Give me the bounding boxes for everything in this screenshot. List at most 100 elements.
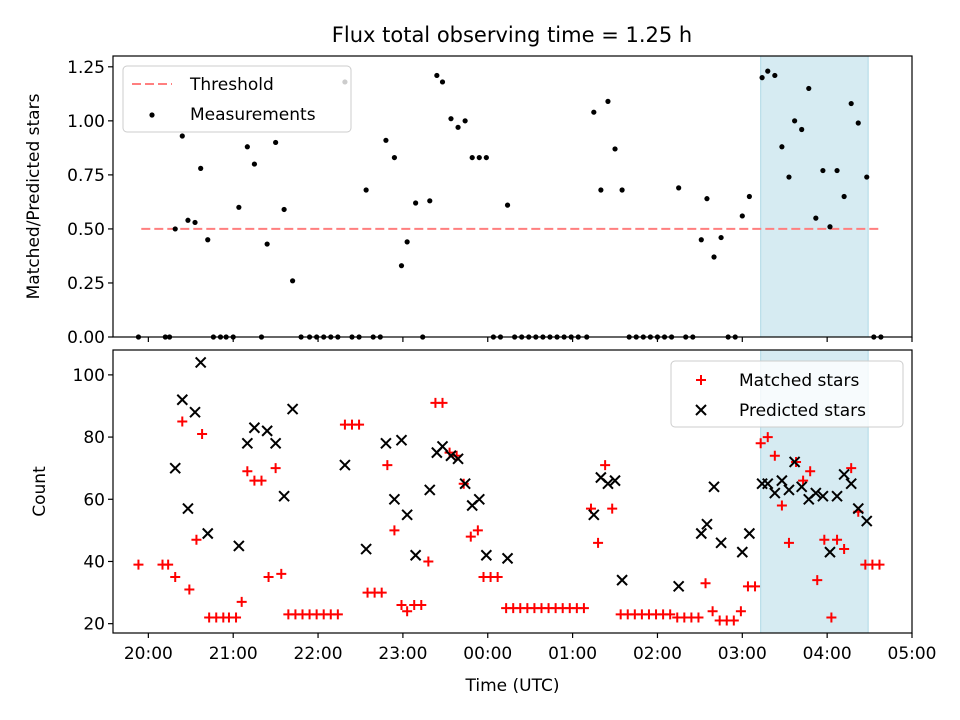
figure-title: Flux total observing time = 1.25 h [332, 23, 692, 47]
measurement-point [198, 165, 204, 171]
measurement-point [434, 72, 440, 79]
predicted-star-point [715, 537, 727, 549]
predicted-star-point [824, 546, 836, 558]
measurement-point [404, 239, 410, 245]
matched-star-point [263, 572, 274, 583]
matched-star-point [236, 596, 247, 607]
measurement-point [251, 161, 258, 167]
measurement-point [746, 193, 752, 200]
x-tick-label: 05:00 [888, 644, 937, 664]
measurement-point [398, 263, 405, 269]
x-tick-label: 21:00 [209, 644, 258, 664]
matched-star-point [197, 428, 208, 439]
legend-matched-swatch [696, 375, 706, 385]
matched-star-point [437, 397, 448, 408]
predicted-star-point [360, 543, 372, 555]
top-legend: Threshold Measurements [122, 65, 352, 133]
measurement-point [179, 133, 185, 139]
predicted-star-point [852, 502, 864, 515]
matched-star-point [465, 531, 476, 542]
predicted-star-point [708, 481, 720, 493]
matched-star-point [382, 460, 393, 471]
measurement-point [612, 146, 618, 152]
x-tick-label: 03:00 [718, 644, 767, 664]
measurement-point [864, 174, 870, 180]
bottom-y-axis-label: Count [30, 466, 50, 517]
measurement-point [448, 116, 454, 122]
matched-star-point [812, 575, 823, 586]
matched-star-point [839, 544, 850, 555]
measurement-point [739, 213, 745, 219]
matched-star-point [805, 466, 816, 477]
predicted-star-point [269, 437, 282, 450]
predicted-star-point [776, 474, 788, 487]
predicted-star-point [588, 509, 600, 521]
predicted-star-point [480, 549, 493, 561]
matched-star-point [389, 525, 400, 536]
measurement-point [413, 200, 419, 206]
measurement-point [704, 196, 710, 202]
matched-star-point [750, 581, 761, 592]
measurement-point [698, 237, 704, 243]
measurement-point [827, 224, 833, 230]
measurement-point [476, 154, 482, 161]
predicted-star-point [436, 440, 449, 453]
top-y-axis-ticks: 0.00 0.25 0.50 0.75 1.00 1.25 [67, 58, 113, 348]
measurement-point [772, 72, 778, 79]
predicted-star-point [743, 527, 756, 540]
predicted-star-point [817, 490, 829, 502]
measurement-point [848, 100, 854, 107]
matched-star-point [177, 416, 188, 427]
matched-star-point [693, 612, 704, 623]
measurement-point [264, 241, 270, 247]
predicted-star-point [762, 478, 774, 490]
matched-star-point [798, 475, 809, 486]
matched-star-point [402, 606, 413, 617]
bottom-y-axis-ticks: 20 40 60 80 100 [73, 366, 113, 635]
predicted-star-point [783, 484, 795, 496]
measurement-point [462, 118, 468, 124]
bottom-x-axis-label: Time (UTC) [465, 676, 560, 696]
measurement-point [205, 237, 211, 243]
measurement-point [483, 154, 489, 161]
matched-star-point [665, 609, 676, 620]
x-tick-label: 22:00 [294, 644, 343, 664]
matched-star-point [472, 525, 483, 536]
predicted-star-point [388, 493, 401, 505]
predicted-star-point [445, 450, 457, 462]
matched-stars-series [133, 397, 885, 626]
top-plot-frame [112, 55, 913, 338]
bottom-panel: 20 40 60 80 100 20:00 21:00 22:00 23:00 00:00 01:… [30, 349, 937, 696]
legend-matched-label: Matched stars [739, 371, 859, 391]
legend-predicted-label: Predicted stars [739, 401, 866, 421]
matched-star-point [776, 500, 787, 511]
matched-star-point [874, 559, 885, 570]
matched-star-point [700, 578, 711, 589]
matched-star-point [826, 612, 837, 623]
y-tick-label: 20 [83, 615, 105, 635]
predicted-star-point [845, 478, 857, 490]
predicted-star-point [176, 394, 189, 406]
matched-star-point [600, 460, 611, 471]
measurement-point [427, 198, 433, 204]
predicted-star-point [695, 527, 707, 540]
y-tick-label: 100 [73, 366, 105, 386]
measurement-point [605, 98, 611, 104]
measurement-point [759, 75, 765, 81]
matched-star-point [735, 606, 746, 617]
predicted-star-point [736, 546, 749, 558]
matched-star-point [256, 475, 267, 486]
matched-star-point [783, 537, 794, 548]
measurement-point [711, 254, 717, 260]
x-tick-label: 01:00 [548, 644, 597, 664]
matched-star-point [707, 606, 718, 617]
matched-star-point [242, 466, 253, 477]
predicted-star-point [788, 456, 801, 468]
top-highlight-span [760, 55, 869, 338]
predicted-star-point [424, 484, 436, 496]
predicted-star-point [672, 580, 685, 593]
measurement-point [718, 234, 724, 241]
measurement-point [591, 109, 597, 115]
measurement-point [439, 79, 446, 85]
matched-star-point [832, 534, 843, 545]
